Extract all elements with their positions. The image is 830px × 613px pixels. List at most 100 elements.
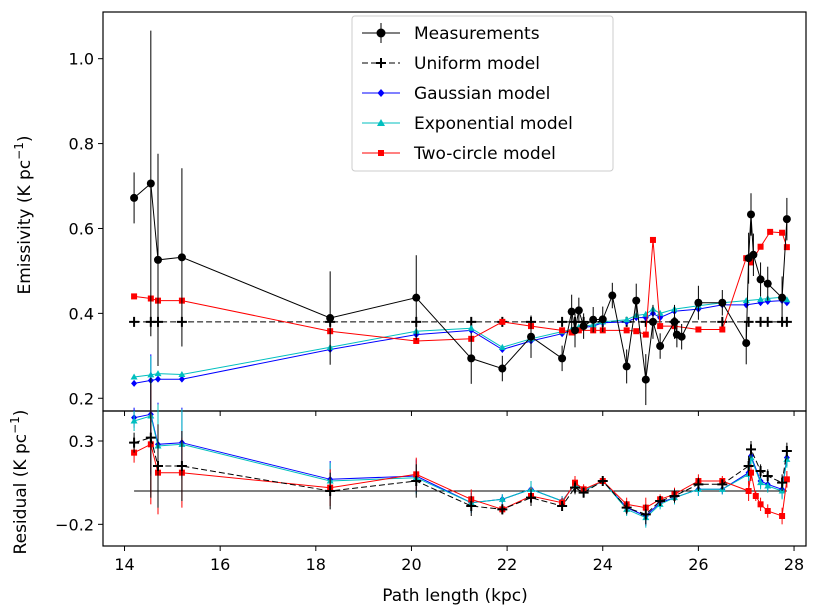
twocircle-point <box>783 244 790 251</box>
uniform-residual-point <box>777 477 788 488</box>
y-axis-title-top: Emissivity (K pc−1) <box>12 135 35 294</box>
uniform-residual-point <box>129 437 140 448</box>
exponential-residual-point <box>764 482 772 489</box>
twocircle-point <box>657 323 664 330</box>
measurement-point <box>608 291 617 300</box>
exponential-point <box>642 310 650 317</box>
measurement-point <box>778 293 787 302</box>
measurement-point <box>326 314 335 323</box>
twocircle-point <box>779 229 786 236</box>
measurement-point <box>574 306 583 315</box>
uniform-point <box>557 316 568 327</box>
measurement-point <box>763 279 772 288</box>
measurement-point <box>749 250 758 259</box>
gaussian-series-line <box>134 300 788 384</box>
y-axis-title-bottom-tail: ) <box>11 410 31 417</box>
exponential-point <box>498 343 506 350</box>
legend-entry-twocircle: Two-circle model <box>362 144 556 164</box>
twocircle-point <box>695 326 702 333</box>
twocircle-residual-point <box>752 493 759 499</box>
measurement-point <box>177 253 186 262</box>
measurement-point <box>742 339 751 348</box>
twocircle-residual-point <box>779 513 786 519</box>
uniform-residual-point <box>781 446 792 456</box>
measurement-point <box>641 375 650 384</box>
twocircle-point <box>413 337 420 344</box>
uniform-residual-point <box>411 476 422 486</box>
exponential-residual-point <box>498 495 506 502</box>
measurement-point <box>527 332 536 341</box>
uniform-point <box>129 316 140 327</box>
exponential-point <box>178 370 186 377</box>
y-axis-title-top-sup: −1 <box>12 142 26 160</box>
uniform-residual-point <box>176 461 187 471</box>
y-axis-title-top-main: Emissivity (K pc <box>15 160 35 295</box>
twocircle-point <box>559 327 566 334</box>
twocircle-residual-point <box>757 501 764 508</box>
legend-swatch-exponential-marker <box>377 119 385 126</box>
uniform-residual-line <box>133 437 788 515</box>
measurement-point <box>670 317 679 326</box>
top-panel: 0.2 0.4 0.6 0.8 1.0 <box>69 11 807 416</box>
top-panel-y-tick-label: 0.2 <box>69 389 94 408</box>
legend-entry-uniform: Uniform model <box>362 54 540 74</box>
uniform-residual-point <box>152 461 163 471</box>
twocircle-point <box>623 327 630 334</box>
exponential-residual-point <box>757 479 765 486</box>
exponential-residual-line <box>133 415 788 519</box>
top-panel-y-tick-label: 1.0 <box>69 50 94 69</box>
uniform-residual-point <box>743 461 754 471</box>
x-tick-label: 26 <box>688 555 708 574</box>
uniform-residual-point <box>717 479 728 490</box>
y-axis-title-bottom: Residual (K pc−1) <box>8 410 31 555</box>
exponential-series-line <box>134 296 788 378</box>
uniform-point <box>781 316 792 327</box>
top-panel-y-tick-label: 0.4 <box>69 304 94 323</box>
uniform-point <box>743 316 754 327</box>
exponential-point <box>623 316 631 323</box>
y-axis-title-bottom-main: Residual (K pc <box>11 434 31 555</box>
measurement-point <box>782 215 791 224</box>
bottom-panel: −0.2 0.3 14 16 18 20 22 24 26 28 <box>55 354 807 574</box>
legend-entry-gaussian: Gaussian model <box>362 84 550 104</box>
measurement-point <box>756 275 765 284</box>
legend-frame <box>351 15 614 172</box>
uniform-residual-point <box>669 491 680 501</box>
gaussian-point <box>178 375 185 383</box>
exponential-point <box>783 296 791 303</box>
measurement-point <box>558 354 567 363</box>
measurement-point <box>598 315 607 324</box>
twocircle-residual-point <box>748 469 755 476</box>
legend-swatch-gaussian-marker <box>377 89 385 97</box>
uniform-residual-point <box>325 486 336 496</box>
twocircle-point <box>757 243 764 250</box>
twocircle-point <box>499 318 506 325</box>
exponential-point <box>130 373 138 380</box>
exponential-residual-point <box>130 417 138 424</box>
measurement-point <box>579 322 588 331</box>
measurement-point <box>153 255 162 264</box>
top-panel-y-tick-label: 0.6 <box>69 219 94 238</box>
uniform-residual-point <box>497 504 508 515</box>
twocircle-point <box>131 293 138 300</box>
uniform-point <box>762 316 773 327</box>
measurement-point <box>632 296 641 305</box>
uniform-residual-point <box>746 444 757 455</box>
twocircle-point <box>642 331 649 338</box>
twocircle-residual-point <box>764 508 771 514</box>
x-tick-label: 18 <box>306 555 326 574</box>
x-tick-label: 22 <box>497 555 517 574</box>
exponential-point <box>757 295 765 302</box>
legend-label-measurements: Measurements <box>414 24 540 44</box>
twocircle-residual-point <box>783 476 790 483</box>
x-axis-title: Path length (kpc) <box>382 586 528 606</box>
uniform-point <box>717 316 728 327</box>
uniform-residual-point <box>578 487 589 498</box>
uniform-residual-point <box>755 466 766 476</box>
uniform-residual-point <box>693 479 704 490</box>
x-tick-label: 16 <box>210 555 230 574</box>
measurement-point <box>747 210 756 219</box>
uniform-residual-point <box>526 492 537 503</box>
x-tick-label: 28 <box>784 555 804 574</box>
measurement-point <box>467 354 476 363</box>
